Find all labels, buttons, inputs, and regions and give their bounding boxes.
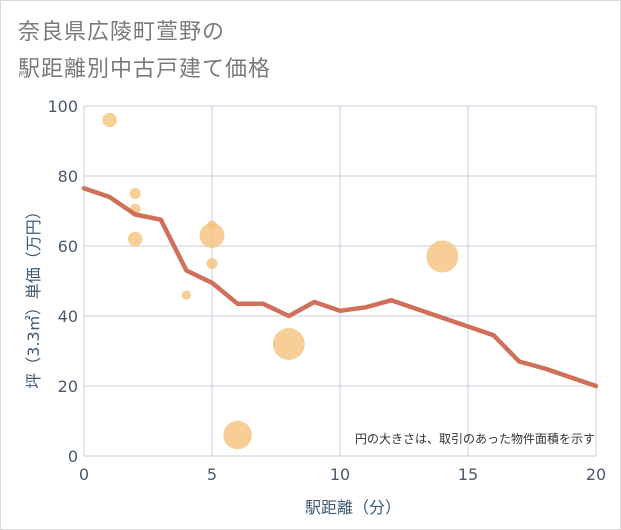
chart-title-line-1: 奈良県広陵町萱野の bbox=[18, 20, 226, 45]
x-tick-label: 10 bbox=[330, 465, 350, 484]
chart-title-line-2: 駅距離別中古戸建て価格 bbox=[18, 57, 272, 82]
average-line-series bbox=[81, 186, 599, 389]
x-tick-label: 20 bbox=[586, 465, 606, 484]
data-bubble bbox=[181, 290, 192, 300]
data-bubble bbox=[223, 420, 252, 450]
x-axis-ticks: 0 5 10 15 20 bbox=[79, 465, 606, 484]
x-axis-label: 駅距離（分） bbox=[305, 498, 401, 517]
data-bubble bbox=[102, 112, 117, 128]
data-bubble bbox=[426, 240, 459, 273]
x-tick-label: 15 bbox=[458, 465, 478, 484]
data-bubble bbox=[206, 258, 218, 269]
data-bubble bbox=[272, 328, 305, 360]
data-bubble bbox=[127, 231, 143, 247]
bubble-series bbox=[102, 112, 459, 450]
y-axis-ticks: 0 20 40 60 80 100 bbox=[47, 97, 78, 466]
average-price-line bbox=[81, 186, 599, 389]
x-tick-label: 0 bbox=[79, 465, 89, 484]
y-tick-label: 80 bbox=[58, 167, 78, 186]
x-tick-label: 5 bbox=[207, 465, 217, 484]
y-tick-label: 20 bbox=[58, 377, 78, 396]
y-tick-label: 40 bbox=[58, 307, 78, 326]
data-bubble bbox=[129, 188, 141, 199]
data-bubble bbox=[199, 223, 225, 248]
bubble-size-note: 円の大きさは、取引のあった物件面積を示す bbox=[355, 431, 595, 446]
y-axis-label: 坪（3.3㎡）単価（万円） bbox=[24, 203, 43, 388]
y-tick-label: 60 bbox=[58, 237, 78, 256]
y-tick-label: 100 bbox=[47, 97, 78, 116]
y-tick-label: 0 bbox=[68, 447, 78, 466]
grid bbox=[83, 105, 597, 457]
